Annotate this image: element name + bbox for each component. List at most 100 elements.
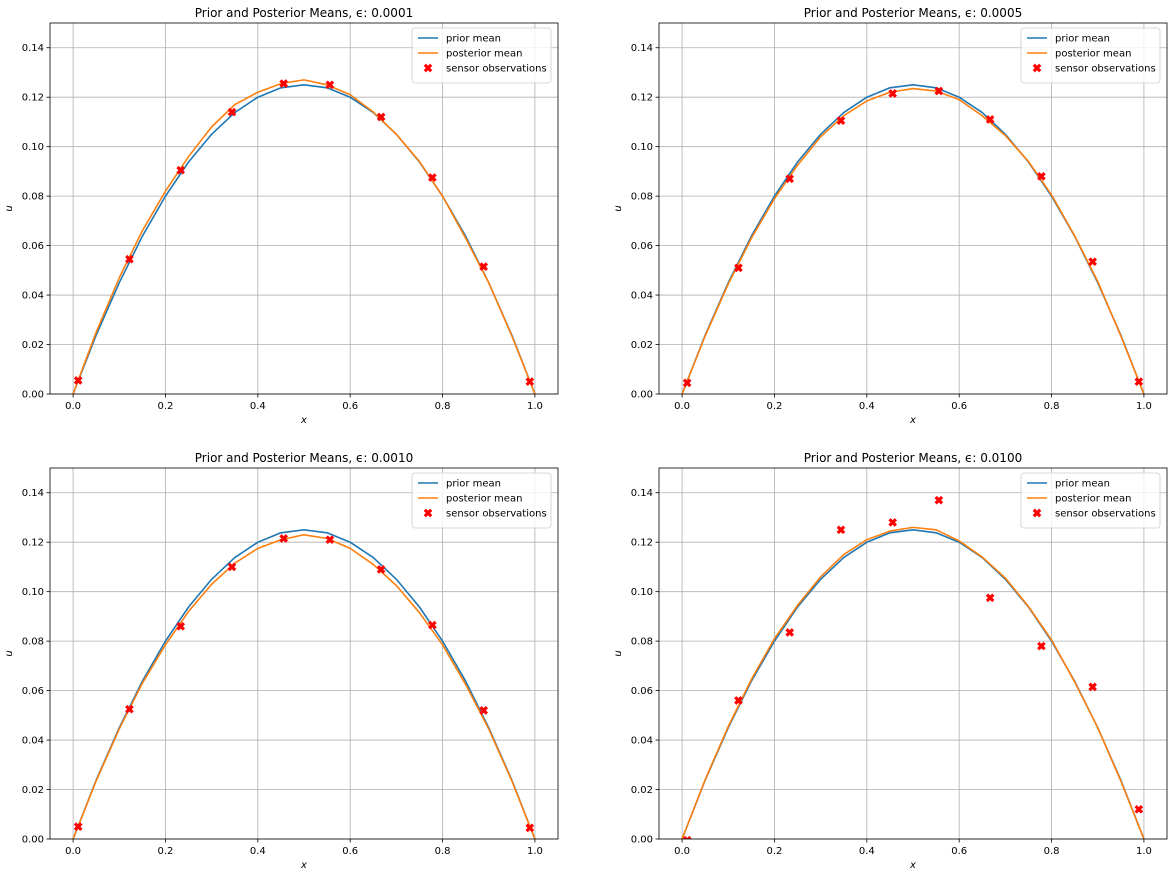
x-tick-label: 1.0 <box>527 401 543 412</box>
y-axis-label: u <box>613 205 624 211</box>
axes-frame <box>658 467 1168 840</box>
legend-sensor-observations-label: sensor observations <box>446 509 547 520</box>
sensor-observation-point <box>1134 377 1144 386</box>
y-tick-label: 0.08 <box>631 637 653 648</box>
x-tick-label: 0.4 <box>250 846 266 857</box>
legend-prior-mean-label: prior mean <box>446 479 501 490</box>
legend-sensor-observations-label: sensor observations <box>446 64 547 75</box>
sensor-observation-point <box>525 377 535 386</box>
chart-title: Prior and Posterior Means, ϵ: 0.0010 <box>195 451 413 465</box>
sensor-observation-point <box>785 628 795 637</box>
y-tick-label: 0.14 <box>631 43 653 54</box>
sensor-observation-point <box>325 535 335 545</box>
y-tick-label: 0.00 <box>631 835 653 846</box>
y-tick-label: 0.00 <box>22 835 44 846</box>
y-tick-label: 0.02 <box>22 340 44 351</box>
x-tick-label: 0.0 <box>674 846 690 857</box>
subplot-2: 0.0 0.2 0.4 0.6 0.8 1.0 0.00 0.02 0.04 0.06 0.08 0.… <box>613 6 1168 426</box>
y-tick-label: 0.10 <box>631 142 653 153</box>
posterior-mean-line <box>681 87 1145 394</box>
x-tick-label: 0.6 <box>951 401 967 412</box>
sensor-observation-point <box>682 835 692 839</box>
sensor-observation-point <box>376 565 386 574</box>
legend-posterior-mean-label: posterior mean <box>1055 49 1131 60</box>
y-tick-label: 0.14 <box>631 488 653 499</box>
x-tick-label: 0.8 <box>1044 401 1060 412</box>
x-axis-label: x <box>300 415 307 426</box>
sensor-observation-point <box>1134 804 1144 814</box>
sensor-observation-point <box>836 116 846 126</box>
axes-frame <box>49 467 559 840</box>
axes-frame <box>658 22 1168 395</box>
sensor-observation-point <box>73 376 83 385</box>
x-tick-label: 0.6 <box>951 846 967 857</box>
sensor-observation-point <box>734 696 743 705</box>
chart-title: Prior and Posterior Means, ϵ: 0.0001 <box>195 6 413 20</box>
y-tick-label: 0.00 <box>22 390 44 401</box>
x-tick-label: 1.0 <box>527 846 543 857</box>
plot-series-group <box>681 84 1145 394</box>
sensor-observation-point <box>934 86 944 96</box>
sensor-observation-point <box>176 165 186 175</box>
x-tick-label: 0.2 <box>767 846 783 857</box>
y-tick-label: 0.00 <box>631 390 653 401</box>
y-tick-label: 0.10 <box>22 142 44 153</box>
y-tick-label: 0.06 <box>631 686 653 697</box>
y-tick-label: 0.04 <box>22 736 44 747</box>
x-axis-label: x <box>909 860 916 871</box>
x-tick-label: 0.0 <box>65 846 81 857</box>
y-tick-label: 0.14 <box>22 488 44 499</box>
y-tick-label: 0.12 <box>631 538 653 549</box>
y-tick-label: 0.08 <box>22 192 44 203</box>
x-tick-label: 0.8 <box>1044 846 1060 857</box>
plot-series-group <box>681 495 1145 839</box>
sensor-observation-point <box>479 262 488 271</box>
axes-frame <box>49 22 559 395</box>
posterior-mean-line <box>681 526 1145 839</box>
legend: prior mean posterior mean sensor observati… <box>1020 27 1161 84</box>
sensor-observation-point <box>125 704 134 714</box>
sensor-observation-point <box>934 495 944 505</box>
sensor-observation-point <box>125 254 134 264</box>
subplot-4: 0.0 0.2 0.4 0.6 0.8 1.0 0.00 0.02 0.04 0.06 0.08 0.… <box>613 451 1168 871</box>
sensor-observation-point <box>227 107 237 117</box>
x-axis-label: x <box>300 860 307 871</box>
y-axis-label: u <box>4 650 15 656</box>
x-tick-label: 0.4 <box>859 846 875 857</box>
prior-mean-line <box>72 529 536 839</box>
x-tick-label: 0.0 <box>674 401 690 412</box>
y-tick-label: 0.14 <box>22 43 44 54</box>
legend-box <box>411 472 552 529</box>
legend-sensor-observations-swatch <box>1032 63 1042 73</box>
sensor-observation-point <box>176 621 186 631</box>
y-tick-label: 0.08 <box>631 192 653 203</box>
chart-title: Prior and Posterior Means, ϵ: 0.0005 <box>804 6 1022 20</box>
sensor-observation-point <box>734 263 743 273</box>
sensor-observation-point <box>1037 641 1046 651</box>
subplot-1: 0.0 0.2 0.4 0.6 0.8 1.0 0.00 0.02 0.04 0.06 0.08 0.… <box>4 6 559 426</box>
y-tick-label: 0.02 <box>631 785 653 796</box>
sensor-observation-point <box>227 562 237 572</box>
legend-box <box>411 27 552 84</box>
legend-sensor-observations-label: sensor observations <box>1055 64 1156 75</box>
legend-posterior-mean-label: posterior mean <box>446 494 522 505</box>
y-tick-label: 0.04 <box>22 291 44 302</box>
sensor-observation-point <box>985 593 995 603</box>
sensor-observation-point <box>836 525 846 535</box>
y-tick-label: 0.02 <box>631 340 653 351</box>
legend: prior mean posterior mean sensor observati… <box>411 472 552 529</box>
y-tick-label: 0.12 <box>22 93 44 104</box>
legend-prior-mean-label: prior mean <box>1055 479 1110 490</box>
sensor-observation-point <box>1088 682 1097 692</box>
sensor-observation-point <box>1088 257 1097 267</box>
x-tick-label: 1.0 <box>1136 846 1152 857</box>
x-tick-label: 0.6 <box>342 846 358 857</box>
sensor-observation-point <box>279 534 289 543</box>
y-tick-label: 0.10 <box>631 587 653 598</box>
legend: prior mean posterior mean sensor observati… <box>411 27 552 84</box>
x-tick-label: 0.0 <box>65 401 81 412</box>
sensor-observation-point <box>73 822 83 831</box>
plot-series-group <box>72 79 536 394</box>
x-tick-label: 0.8 <box>435 401 451 412</box>
